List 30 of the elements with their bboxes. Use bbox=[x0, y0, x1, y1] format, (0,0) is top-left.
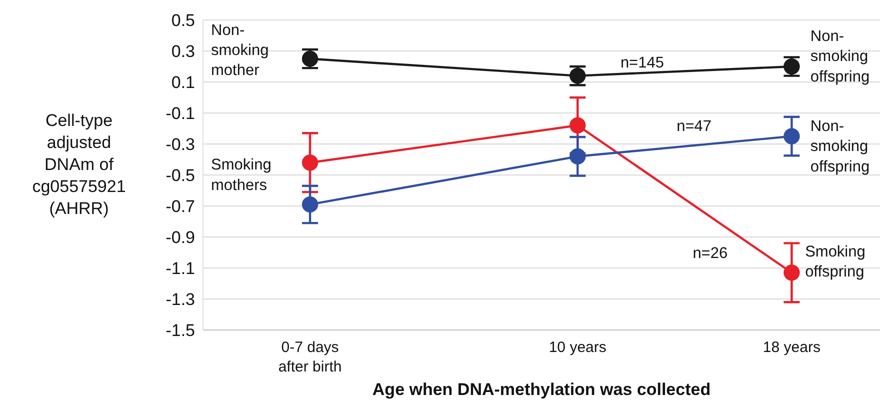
y-tick-label: 0.5 bbox=[171, 11, 195, 30]
annotation: Smoking offspring bbox=[805, 244, 866, 281]
x-tick-label: 0-7 days after birth bbox=[278, 338, 342, 376]
annotation: Non- smoking offspring bbox=[810, 118, 870, 176]
point bbox=[784, 264, 800, 281]
y-tick-label: 0.3 bbox=[171, 42, 195, 62]
point bbox=[784, 128, 800, 144]
annotation: n=26 bbox=[692, 245, 728, 262]
y-axis-title: Cell-type adjusted DNAm of cg05575921 (AHRR) bbox=[31, 110, 127, 220]
y-tick-label: -0.1 bbox=[166, 104, 195, 124]
point bbox=[570, 148, 586, 164]
x-axis-title: Age when DNA-methylation was collected bbox=[371, 380, 712, 400]
y-tick-label: -1.1 bbox=[166, 259, 195, 278]
annotation: Smoking mothers bbox=[211, 156, 272, 194]
y-tick-label: 0.1 bbox=[171, 73, 195, 92]
x-tick-label: 10 years bbox=[548, 338, 606, 356]
annotation: n=47 bbox=[676, 118, 712, 136]
y-tick-label: -1.3 bbox=[166, 290, 195, 310]
y-tick-label: -0.5 bbox=[166, 166, 195, 186]
annotation: Non- smoking offspring bbox=[810, 28, 870, 86]
point bbox=[302, 196, 318, 213]
annotation: n=145 bbox=[620, 54, 664, 72]
y-tick-label: -0.7 bbox=[166, 197, 195, 216]
x-tick-label: 18 years bbox=[762, 338, 820, 356]
y-tick-label: -1.5 bbox=[166, 321, 195, 340]
y-tick-label: -0.9 bbox=[166, 228, 195, 248]
point bbox=[302, 154, 318, 171]
y-tick-label: -0.3 bbox=[166, 135, 195, 154]
annotation: Non- smoking mother bbox=[211, 22, 269, 80]
point bbox=[570, 117, 586, 134]
